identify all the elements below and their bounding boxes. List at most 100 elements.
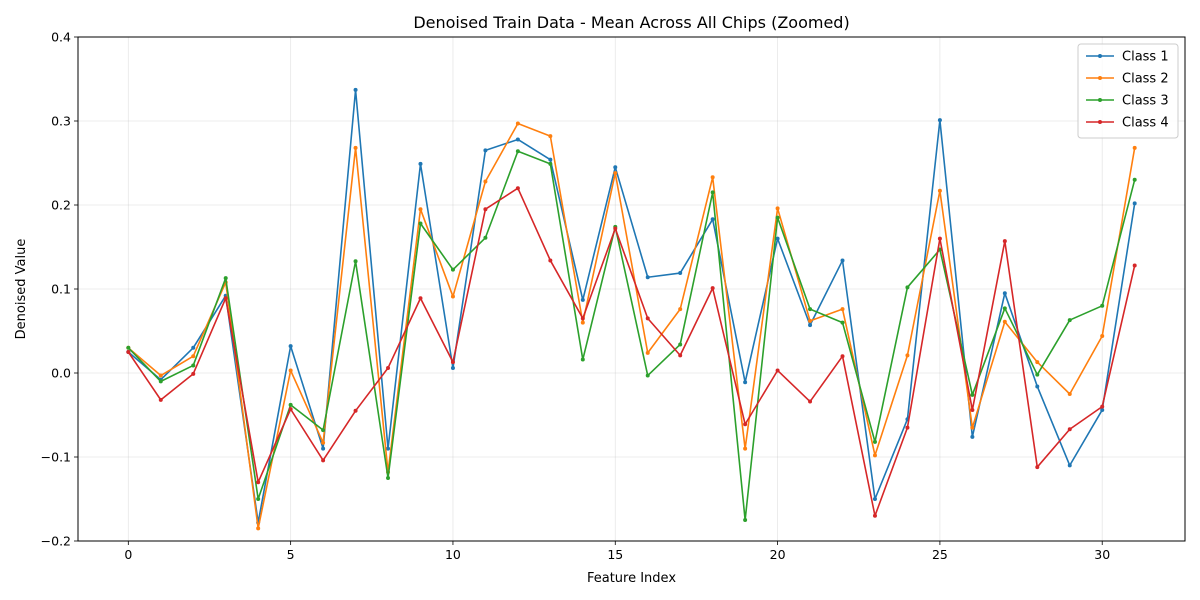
legend-entry: Class 3 <box>1086 94 1169 109</box>
y-axis: −0.2 −0.1 0.0 0.1 0.2 0.3 0.4 <box>41 30 78 549</box>
data-point <box>645 373 650 378</box>
legend-entry: Class 1 <box>1086 50 1169 65</box>
data-point <box>191 354 196 359</box>
data-point <box>1067 318 1072 323</box>
data-point <box>872 497 877 501</box>
data-point <box>1100 334 1105 339</box>
data-point <box>223 296 228 301</box>
data-point <box>483 235 488 240</box>
legend-entry: Class 2 <box>1086 72 1169 87</box>
data-point <box>613 171 618 176</box>
data-point <box>937 118 942 123</box>
y-tick-label: 0.0 <box>51 366 71 381</box>
data-point <box>710 286 715 291</box>
x-tick-label: 0 <box>124 547 132 562</box>
legend-marker <box>1098 76 1102 80</box>
data-point <box>872 453 877 458</box>
data-point <box>808 318 813 323</box>
data-point <box>743 518 748 522</box>
legend-label: Class 3 <box>1122 94 1169 109</box>
data-point <box>386 446 391 451</box>
data-point <box>288 407 293 412</box>
legend-label: Class 4 <box>1122 116 1169 131</box>
data-point <box>580 357 585 362</box>
legend-marker <box>1098 54 1102 58</box>
data-point <box>905 285 910 290</box>
data-point <box>775 236 780 241</box>
data-point <box>580 320 585 325</box>
legend-box <box>1077 43 1179 139</box>
data-point <box>321 446 326 451</box>
data-point <box>223 276 228 281</box>
y-tick-label: 0.4 <box>51 30 71 45</box>
y-tick-label: 0.1 <box>51 282 71 297</box>
data-point <box>418 161 423 166</box>
data-point <box>353 145 358 150</box>
series-4 <box>126 186 1137 518</box>
data-point <box>515 121 520 126</box>
data-point <box>970 407 975 412</box>
data-point <box>126 345 131 350</box>
data-point <box>191 371 196 376</box>
data-point <box>645 275 650 280</box>
data-point <box>1067 392 1072 396</box>
y-tick-label: −0.2 <box>41 534 71 549</box>
legend-label: Class 1 <box>1122 50 1169 65</box>
data-point <box>710 190 715 195</box>
legend-marker <box>1098 98 1102 102</box>
data-point <box>1067 427 1072 432</box>
chart-title: Denoised Train Data - Mean Across All Ch… <box>413 13 849 32</box>
data-point <box>321 428 326 433</box>
data-point <box>1002 319 1007 324</box>
x-tick-label: 10 <box>445 547 461 562</box>
data-point <box>1035 372 1040 377</box>
data-point <box>288 402 293 407</box>
x-tick-label: 15 <box>607 547 623 562</box>
data-point <box>1100 404 1105 409</box>
data-point <box>970 392 975 397</box>
data-point <box>970 425 975 430</box>
data-point <box>418 296 423 301</box>
data-point <box>678 353 683 358</box>
data-point <box>191 363 196 368</box>
data-point <box>450 267 455 272</box>
data-point <box>1067 463 1072 468</box>
data-point <box>515 137 520 142</box>
data-point <box>256 480 261 485</box>
data-point <box>483 207 488 212</box>
data-point <box>353 87 358 92</box>
legend-marker <box>1098 120 1102 124</box>
data-point <box>743 380 748 385</box>
data-point <box>678 342 683 347</box>
data-point <box>126 350 131 354</box>
data-point <box>775 215 780 220</box>
data-point <box>905 353 910 358</box>
data-point <box>418 221 423 226</box>
series-line <box>127 150 1136 521</box>
data-point <box>1132 263 1137 268</box>
y-axis-label: Denoised Value <box>14 239 29 340</box>
data-point <box>775 206 780 211</box>
series-3 <box>126 149 1137 522</box>
legend: Class 1 Class 2 Class 3 Class 4 <box>1077 43 1179 139</box>
data-point <box>548 258 553 263</box>
data-point <box>158 379 163 384</box>
data-point <box>840 307 845 312</box>
data-point <box>1132 145 1137 150</box>
data-point <box>321 440 326 445</box>
data-point <box>613 226 618 231</box>
data-point <box>970 434 975 439</box>
data-point <box>483 148 488 153</box>
data-point <box>483 179 488 184</box>
series-line <box>127 187 1136 517</box>
data-point <box>1002 291 1007 296</box>
data-point <box>450 360 455 365</box>
data-point <box>905 425 910 430</box>
data-point <box>158 397 163 402</box>
data-point <box>1100 303 1105 308</box>
data-point <box>256 497 261 501</box>
data-point <box>353 259 358 264</box>
x-tick-label: 5 <box>287 547 295 562</box>
data-point <box>808 307 813 312</box>
